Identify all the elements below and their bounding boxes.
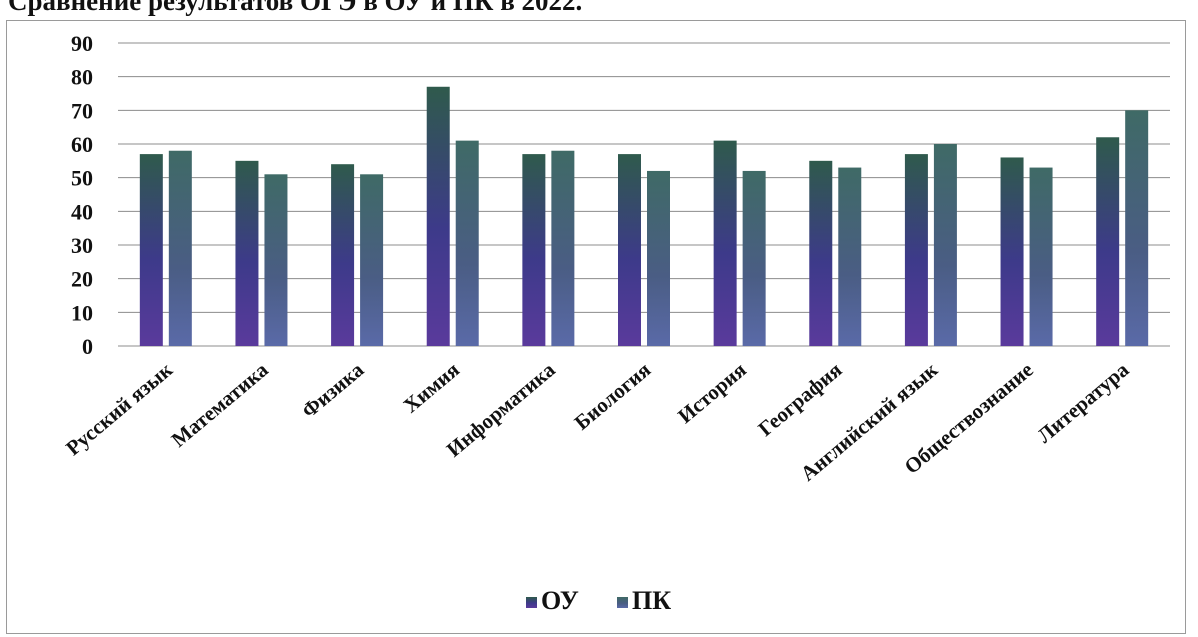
y-tick-label: 40: [71, 199, 93, 224]
category-label: Литература: [1032, 357, 1133, 448]
y-tick-label: 0: [82, 334, 93, 359]
category-label: Биология: [570, 357, 656, 434]
bar-ou: [426, 86, 450, 347]
bar-pk: [264, 174, 288, 346]
y-tick-label: 70: [71, 98, 93, 123]
category-label: История: [673, 357, 751, 428]
legend-label: ПК: [632, 586, 671, 615]
bar-ou: [618, 154, 641, 346]
bar-ou: [331, 164, 355, 346]
legend-swatch: [526, 597, 537, 608]
page-title: Сравнение результатов ОГЭ в ОУ и ПК в 20…: [8, 0, 583, 16]
category-label: Химия: [399, 357, 464, 417]
y-tick-label: 50: [71, 166, 93, 191]
bar-pk: [742, 170, 766, 346]
legend-label: ОУ: [541, 586, 579, 615]
bar-ou: [522, 154, 546, 346]
bar-ou: [1096, 137, 1120, 346]
bar-ou: [713, 140, 737, 346]
category-label: География: [753, 357, 846, 440]
bar-pk: [551, 150, 575, 346]
y-tick-label: 10: [71, 300, 93, 325]
bar-pk: [647, 170, 670, 346]
category-label: Русский язык: [61, 357, 178, 460]
bar-pk: [1029, 167, 1053, 346]
bars: [139, 86, 1149, 347]
y-axis: 0 10 20 30 40 50 60 70 80 90: [71, 31, 93, 359]
bar-pk: [168, 150, 192, 346]
bar-pk: [838, 167, 862, 346]
bar-ou: [1000, 157, 1024, 346]
bar-pk: [455, 140, 479, 346]
bar-pk: [360, 174, 384, 346]
bar-ou: [904, 154, 928, 346]
legend-swatch: [617, 597, 628, 608]
bar-pk: [1125, 110, 1149, 346]
bar-pk: [933, 144, 957, 346]
category-label: Физика: [297, 357, 369, 423]
bar-ou: [809, 160, 833, 346]
category-label: Математика: [167, 357, 273, 452]
y-tick-label: 60: [71, 132, 93, 157]
grid-lines: [118, 42, 1170, 347]
y-tick-label: 80: [71, 65, 93, 90]
bar-ou: [235, 160, 259, 346]
y-tick-label: 90: [71, 31, 93, 56]
bar-ou: [139, 154, 163, 346]
y-tick-label: 30: [71, 233, 93, 258]
y-tick-label: 20: [71, 267, 93, 292]
legend: ОУ ПК: [526, 586, 671, 615]
chart-frame: [6, 20, 1186, 634]
